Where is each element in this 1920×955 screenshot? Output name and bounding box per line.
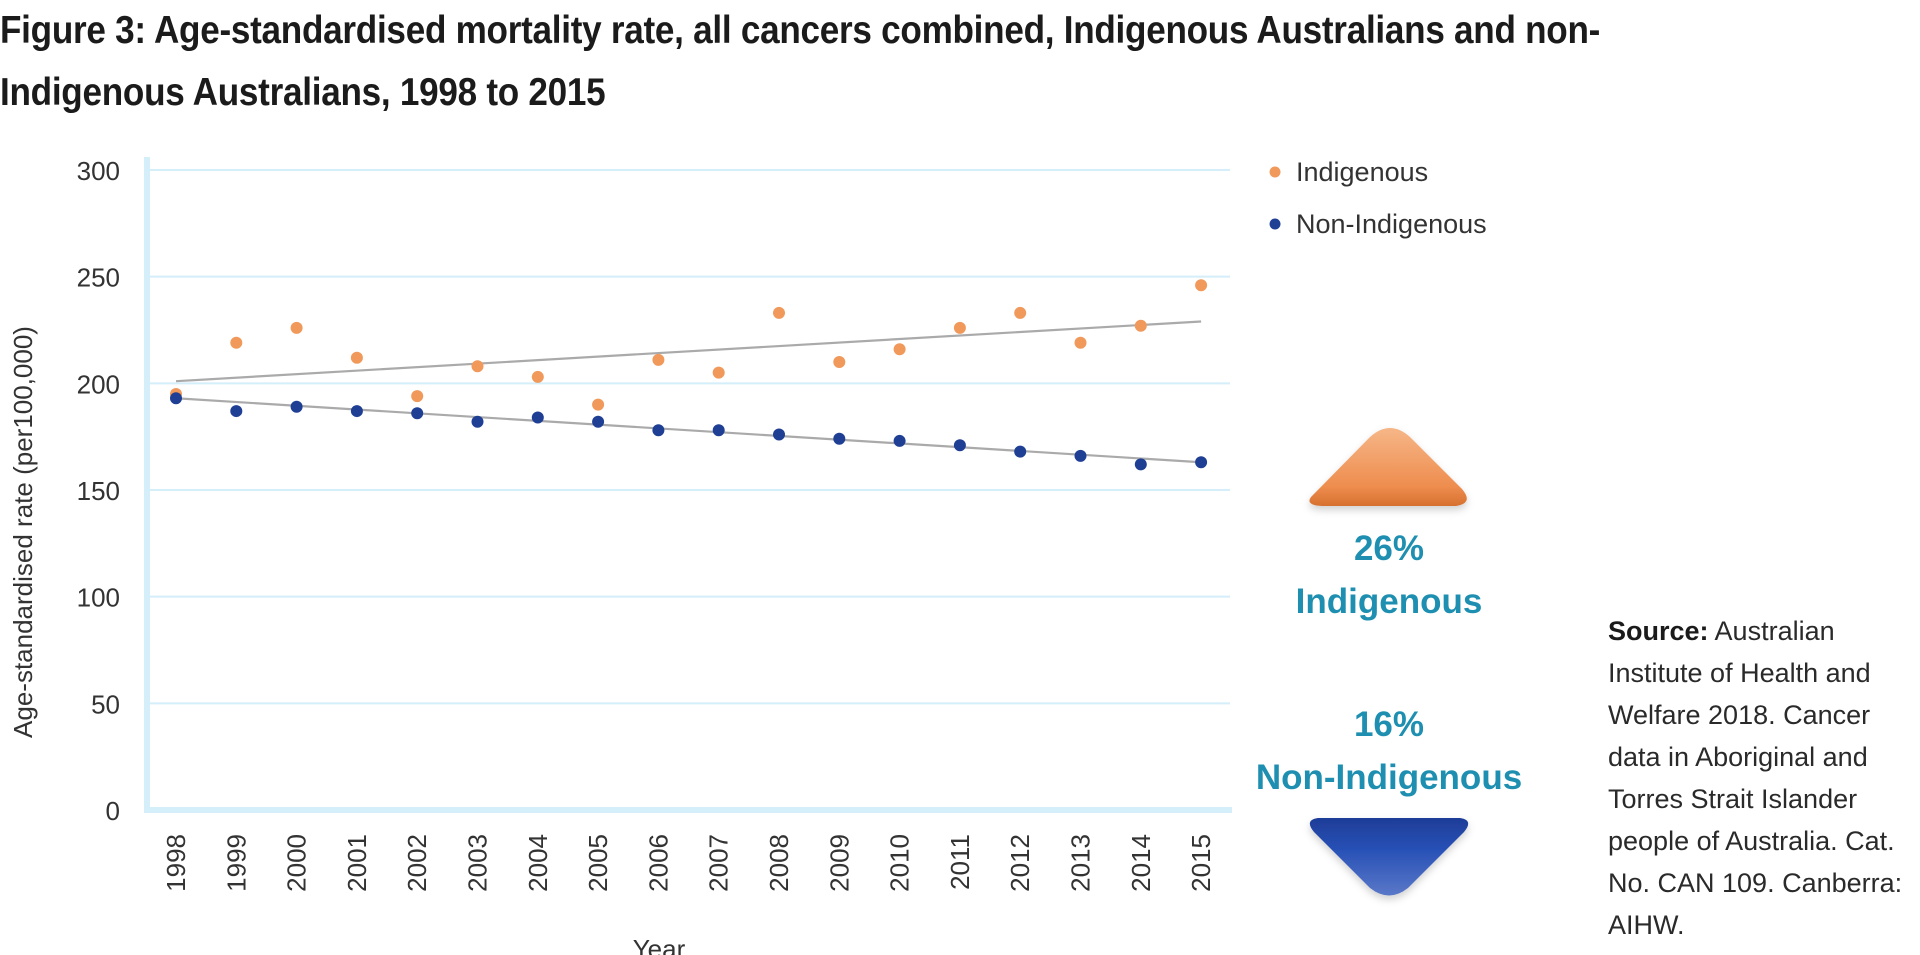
x-tick-label: 2013 [1066,834,1096,892]
point-non-indigenous-2007 [712,424,725,437]
y-axis-title: Age-standardised rate (per100,000) [8,326,38,738]
point-non-indigenous-2010 [893,434,906,447]
point-non-indigenous-2001 [350,405,363,418]
legend-non-indigenous-marker [1269,218,1281,230]
x-tick-label: 2015 [1186,834,1216,892]
point-non-indigenous-2000 [290,400,303,413]
x-tick-label: 2005 [583,834,613,892]
x-tick-label: 2010 [885,834,915,892]
point-indigenous-2008 [773,306,785,319]
x-tick-label: 2007 [704,834,734,892]
point-non-indigenous-2006 [652,424,665,437]
x-axis-title: Year [633,934,686,955]
point-non-indigenous-1999 [230,405,243,418]
y-tick-label: 50 [91,689,120,719]
x-tick-label: 2012 [1005,834,1035,892]
point-non-indigenous-2012 [1014,445,1027,458]
point-non-indigenous-2009 [833,432,846,445]
gridlines [150,169,1230,705]
point-indigenous-2015 [1195,279,1208,292]
non-indigenous-change-percent: 16% [1354,705,1424,744]
x-tick-label: 2014 [1126,834,1156,892]
x-tick-label: 1998 [161,834,191,892]
x-tick-label: 1999 [221,834,251,892]
y-tick-label: 150 [77,476,120,506]
x-axis-line [144,807,1232,813]
legend-indigenous-label: Indigenous [1296,157,1428,187]
legend-non-indigenous-label: Non-Indigenous [1296,209,1487,239]
point-non-indigenous-2004 [531,411,544,424]
trendline-non-indigenous [175,397,1202,464]
y-axis-line [144,157,150,813]
trendlines [175,320,1202,464]
x-tick-label: 2003 [463,834,493,892]
figure-title: Figure 3: Age-standardised mortality rat… [0,9,1601,114]
x-tick-label: 2001 [342,834,372,892]
source-text: Australian Institute of Health and Welfa… [1608,616,1903,940]
point-indigenous-2010 [893,343,906,356]
source-note: Source: Australian Institute of Health a… [1608,610,1920,946]
x-tick-label: 2002 [402,834,432,892]
point-indigenous-2014 [1134,319,1147,332]
point-indigenous-2003 [471,360,484,373]
y-tick-label: 200 [77,369,120,399]
x-tick-label: 2011 [945,834,975,890]
source-label: Source: [1608,616,1709,646]
point-non-indigenous-2008 [773,428,785,441]
point-non-indigenous-1998 [170,392,182,405]
up-arrow-icon [1309,428,1467,506]
point-indigenous-2005 [592,398,605,411]
y-tick-label: 250 [77,263,120,293]
point-indigenous-1999 [230,336,243,349]
x-tick-label: 2000 [282,834,312,892]
indigenous-change-percent: 26% [1354,529,1424,568]
x-tick-label: 2004 [523,834,553,892]
x-tick-label: 2009 [824,834,854,892]
legend-indigenous-marker [1269,166,1281,178]
change-annotations: 26% Indigenous 16% Non-Indigenous [1256,428,1522,896]
point-indigenous-2001 [350,351,363,364]
down-arrow-icon [1309,818,1469,896]
point-indigenous-2007 [712,366,725,379]
x-tick-label: 2008 [764,834,794,892]
point-indigenous-2006 [652,353,665,366]
point-indigenous-2012 [1014,306,1027,319]
point-non-indigenous-2005 [592,415,605,428]
data-points [170,279,1208,471]
y-tick-label: 100 [77,583,120,613]
non-indigenous-change-label: Non-Indigenous [1256,758,1522,797]
legend: Indigenous Non-Indigenous [1269,157,1487,239]
point-non-indigenous-2011 [953,439,966,452]
x-axis-ticks: 1998 1999 2000 2001 2002 2003 2004 2005 2006 2007… [161,834,1216,892]
point-indigenous-2004 [531,370,544,383]
y-tick-label: 300 [77,156,120,186]
indigenous-change-label: Indigenous [1296,582,1483,621]
point-indigenous-2013 [1074,336,1087,349]
y-tick-label: 0 [106,796,120,826]
x-tick-label: 2006 [643,834,673,892]
point-indigenous-2000 [290,321,303,334]
point-non-indigenous-2002 [411,407,424,420]
point-non-indigenous-2015 [1195,456,1208,469]
trendline-indigenous [175,320,1202,383]
y-axis-ticks: 0 50 100 150 200 250 300 [77,156,120,826]
point-indigenous-2009 [833,356,846,368]
point-non-indigenous-2014 [1134,458,1147,471]
point-non-indigenous-2013 [1074,449,1087,462]
point-non-indigenous-2003 [471,415,484,428]
point-indigenous-2011 [953,321,966,334]
point-indigenous-2002 [411,390,424,403]
